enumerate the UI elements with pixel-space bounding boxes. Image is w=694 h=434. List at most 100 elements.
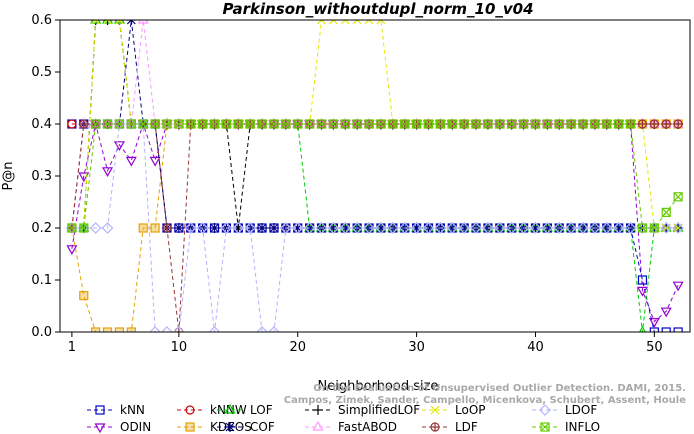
legend-item-knnw: kNNW	[177, 403, 247, 417]
y-tick-label: 0.6	[31, 13, 52, 28]
data-point-cof	[268, 223, 279, 233]
data-point-kdeos	[91, 327, 101, 332]
legend-marker-lof	[224, 403, 236, 414]
data-point-loop	[115, 20, 124, 25]
series-line-odin	[71, 122, 679, 323]
legend-marker-simplifiedlof	[313, 405, 323, 415]
data-point-loop	[340, 20, 350, 25]
data-point-ldof	[315, 222, 328, 234]
data-point-ldof	[589, 222, 601, 234]
data-point-inflo	[138, 119, 148, 129]
legend-marker-ldof	[539, 404, 551, 416]
chart-title: Parkinson_withoutdupl_norm_10_v04	[222, 0, 533, 18]
data-point-loop	[328, 20, 338, 25]
data-point-ldof	[470, 222, 482, 234]
data-point-inflo	[602, 119, 612, 129]
legend-item-loop: LoOP	[422, 403, 486, 417]
plot-frame	[59, 19, 691, 333]
data-point-knn	[673, 327, 683, 332]
data-point-cof	[328, 223, 339, 233]
data-point-inflo	[257, 119, 267, 129]
data-point-inflo	[412, 119, 422, 129]
legend-item-ldf: LDF	[422, 420, 478, 434]
data-point-loop	[317, 20, 326, 25]
data-point-cof	[566, 223, 577, 233]
data-point-ldof	[505, 222, 518, 234]
data-point-ldof	[280, 222, 292, 234]
data-point-inflo	[625, 119, 636, 129]
citation-line-2: On the Evaluation of Unsupervised Outlie…	[313, 383, 686, 394]
data-point-cof	[578, 223, 589, 233]
data-point-ldof	[600, 222, 613, 234]
legend-label: kNN	[120, 403, 145, 417]
data-point-ldof	[672, 222, 684, 234]
data-point-inflo	[293, 119, 303, 129]
data-point-kdeos	[114, 327, 125, 332]
data-point-ldof	[577, 222, 589, 234]
data-point-ldof	[77, 222, 90, 234]
data-point-ldof	[268, 326, 280, 332]
data-point-ldof	[363, 222, 375, 234]
y-tick-label: 0.5	[31, 65, 52, 80]
data-point-knn	[661, 327, 671, 332]
data-point-inflo	[673, 192, 683, 202]
data-point-ldof	[660, 222, 673, 234]
y-tick-label: 0.0	[31, 325, 52, 340]
legend-marker-kdeos	[185, 422, 195, 432]
data-point-fastabod	[137, 20, 149, 24]
legend-marker-knn	[95, 405, 105, 415]
data-point-ldf	[162, 223, 172, 233]
data-point-ldf	[79, 119, 89, 129]
legend-item-fastabod: FastABOD	[305, 420, 397, 434]
data-point-inflo	[340, 119, 350, 129]
data-point-odin	[672, 281, 684, 292]
data-point-knn	[649, 327, 659, 332]
data-point-ldof	[232, 222, 245, 234]
data-point-odin	[102, 167, 114, 178]
x-axis: 1 10 20 30 40 50	[68, 332, 663, 355]
data-point-ldof	[612, 222, 625, 234]
data-point-inflo	[102, 119, 113, 129]
data-point-ldof	[89, 222, 102, 234]
data-point-inflo	[305, 119, 315, 129]
data-point-ldof	[256, 326, 268, 332]
data-point-loop	[364, 20, 374, 25]
data-point-inflo	[471, 119, 481, 129]
data-point-ldf	[649, 119, 659, 129]
data-point-inflo	[578, 119, 588, 129]
plot-area	[59, 19, 691, 333]
data-point-cof	[340, 223, 351, 233]
data-point-inflo	[79, 223, 89, 233]
legend-item-cof: COF	[217, 420, 275, 434]
data-point-inflo	[590, 119, 600, 129]
legend-marker-cof	[225, 422, 235, 432]
data-point-inflo	[352, 119, 362, 129]
data-point-inflo	[186, 119, 196, 129]
data-point-inflo	[162, 119, 172, 129]
data-point-ldof	[553, 222, 566, 234]
data-point-ldof	[422, 222, 435, 234]
legend-label: LoOP	[455, 403, 486, 417]
legend-item-inflo: INFLO	[532, 420, 600, 434]
data-point-ldof	[636, 222, 649, 234]
data-point-inflo	[91, 119, 101, 129]
y-axis-label: P@n	[1, 161, 16, 190]
series-line-lof	[71, 20, 679, 332]
data-point-inflo	[328, 119, 338, 129]
data-point-ldof	[648, 222, 661, 234]
data-point-cof	[411, 223, 422, 233]
y-axis: 0.0 0.1 0.2 0.3 0.4 0.5 0.6	[31, 13, 60, 340]
data-point-inflo	[316, 119, 327, 129]
data-point-inflo	[483, 119, 493, 129]
data-point-ldof	[434, 222, 447, 234]
data-point-ldof	[101, 222, 114, 234]
legend-item-ldof: LDOF	[532, 403, 597, 417]
x-tick-label: 50	[646, 340, 663, 355]
series-ldof	[66, 118, 684, 332]
data-point-kdeos	[102, 327, 113, 332]
data-point-ldof	[339, 222, 352, 234]
data-point-ldof	[529, 222, 542, 234]
data-point-odin	[78, 172, 90, 183]
legend-label: kNNW	[210, 403, 247, 417]
